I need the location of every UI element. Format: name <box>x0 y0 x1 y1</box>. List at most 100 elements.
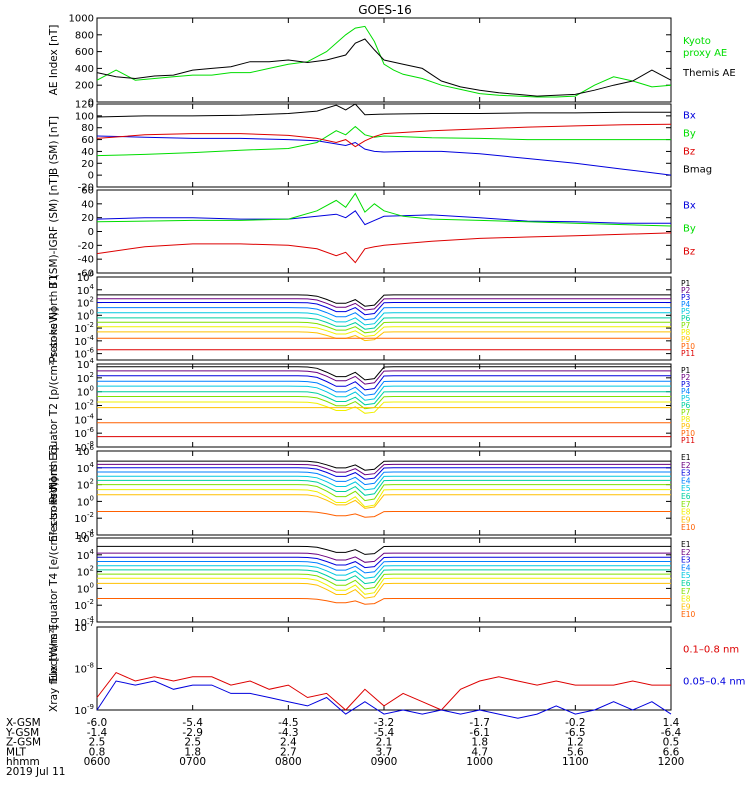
channel-label-e10: E10 <box>681 523 696 532</box>
y-tick-label: 100 <box>75 111 94 122</box>
channel-line-e5 <box>97 565 671 579</box>
channel-label-p8: P8 <box>681 415 691 424</box>
channel-label-e3: E3 <box>681 469 691 478</box>
y-tick-label: -20 <box>78 183 94 194</box>
y-tick-label: 104 <box>77 461 95 475</box>
footer-value: 1.4 <box>663 717 680 729</box>
figure-title: GOES-16 <box>358 3 412 17</box>
channel-line-p3 <box>97 375 671 391</box>
footer-value: 1.8 <box>184 746 201 758</box>
series-line-kyoto-proxy-ae <box>96 25 672 98</box>
channel-label-p6: P6 <box>681 314 691 323</box>
footer-row-label-mlt: MLT <box>6 746 26 758</box>
channel-line-e8 <box>97 577 671 595</box>
y-tick-label: 10-2 <box>74 598 94 612</box>
y-tick-label: 10-6 <box>74 426 94 440</box>
channel-line-p4 <box>97 380 671 396</box>
orbit-footer: X-GSMY-GSMZ-GSMMLThhmm-6.0-1.42.50.80600… <box>5 717 684 768</box>
footer-value: -3.2 <box>374 717 395 729</box>
panel-frame <box>96 189 672 274</box>
y-tick-label: 100 <box>77 308 94 322</box>
footer-value: -5.4 <box>182 717 203 729</box>
y-tick-label: 104 <box>77 548 95 562</box>
channel-label-p10: P10 <box>681 342 695 351</box>
y-tick-label: 102 <box>77 565 94 579</box>
channel-label-p5: P5 <box>681 307 691 316</box>
y-axis-title: AE Index [nT] <box>48 25 60 96</box>
footer-value: 1.2 <box>567 737 584 749</box>
y-tick-label: 102 <box>77 296 94 310</box>
footer-value: 6.6 <box>663 746 680 758</box>
y-tick-label: 102 <box>77 478 94 492</box>
channel-label-e10: E10 <box>681 610 696 619</box>
channel-line-e10 <box>97 511 671 518</box>
footer-value: 0800 <box>275 756 302 768</box>
y-tick-label: -60 <box>78 269 94 280</box>
y-tick-label: 20 <box>81 159 94 170</box>
channel-line-p7 <box>97 321 671 334</box>
channel-line-p3 <box>97 302 671 316</box>
channel-line-p5 <box>97 385 671 401</box>
channel-label-p6: P6 <box>681 401 691 410</box>
channel-label-e8: E8 <box>681 595 691 604</box>
y-axis-title: Xray flux [W/m²] <box>48 625 60 712</box>
y-axis-title: B (SM) [nT] <box>48 116 60 175</box>
y-tick-label: 10-7 <box>74 620 94 634</box>
channel-line-e7 <box>97 484 671 502</box>
series-line-by <box>96 192 672 227</box>
panel-frame <box>96 626 672 711</box>
series-line-bmag <box>96 103 671 118</box>
footer-row-label-hhmm: hhmm <box>6 756 40 768</box>
footer-row-label-x-gsm: X-GSM <box>6 717 41 729</box>
footer-row-label-y-gsm: Y-GSM <box>5 727 39 739</box>
date-label: 2019 Jul 11 <box>6 766 65 778</box>
footer-value: 0600 <box>84 756 111 768</box>
panel-frame <box>96 537 672 623</box>
channel-label-p4: P4 <box>681 300 691 309</box>
y-tick-label: 10-8 <box>74 440 94 454</box>
panel-frame <box>96 450 672 536</box>
y-tick-label: 104 <box>77 357 95 371</box>
footer-value: -6.0 <box>87 717 108 729</box>
channel-label-e4: E4 <box>681 563 691 572</box>
y-tick-label: 60 <box>81 135 94 146</box>
y-tick-label: 10-2 <box>74 511 94 525</box>
series-line-by <box>96 125 671 157</box>
y-tick-label: 10-4 <box>74 334 94 348</box>
y-tick-label: 1000 <box>69 14 94 25</box>
channel-line-p1 <box>97 294 671 307</box>
channel-line-p8 <box>97 401 671 414</box>
channel-label-e7: E7 <box>681 587 691 596</box>
y-tick-label: 100 <box>77 494 94 508</box>
series-line-bx <box>96 210 671 226</box>
y-tick-label: 600 <box>75 47 94 58</box>
channel-label-e2: E2 <box>681 461 691 470</box>
channel-label-e1: E1 <box>681 453 691 462</box>
channel-label-e6: E6 <box>681 492 691 501</box>
y-tick-label: -20 <box>78 241 94 252</box>
channel-line-e3 <box>97 467 671 480</box>
series-line-0-05-0-4-nm <box>96 680 672 719</box>
legend-bmag: Bmag <box>683 165 712 176</box>
y-axis-title: Electrons Equator T4 [e/(cm²-s-sr-keV)] <box>48 478 60 683</box>
channel-line-e6 <box>97 479 671 496</box>
footer-value: 3.7 <box>376 746 393 758</box>
footer-value: 2.5 <box>89 737 106 749</box>
channel-line-e1 <box>97 545 671 555</box>
footer-value: -6.1 <box>469 727 490 739</box>
y-axis-title: Electrons North T3 <box>48 444 60 542</box>
y-tick-label: 20 <box>81 213 94 224</box>
channel-line-e9 <box>97 494 671 509</box>
series-line-0-1-0-8-nm <box>96 671 671 711</box>
channel-label-e1: E1 <box>681 540 691 549</box>
series-line-bz <box>96 123 672 148</box>
channel-label-p10: P10 <box>681 429 695 438</box>
channel-line-p4 <box>97 307 671 321</box>
y-tick-label: 200 <box>75 81 94 92</box>
channel-line-e6 <box>97 569 671 585</box>
legend-0-05-0-4-nm: 0.05–0.4 nm <box>683 676 745 687</box>
y-tick-label: 106 <box>77 444 95 458</box>
channel-line-p2 <box>97 370 671 385</box>
y-tick-label: -40 <box>78 255 94 266</box>
channel-line-e5 <box>97 475 671 491</box>
